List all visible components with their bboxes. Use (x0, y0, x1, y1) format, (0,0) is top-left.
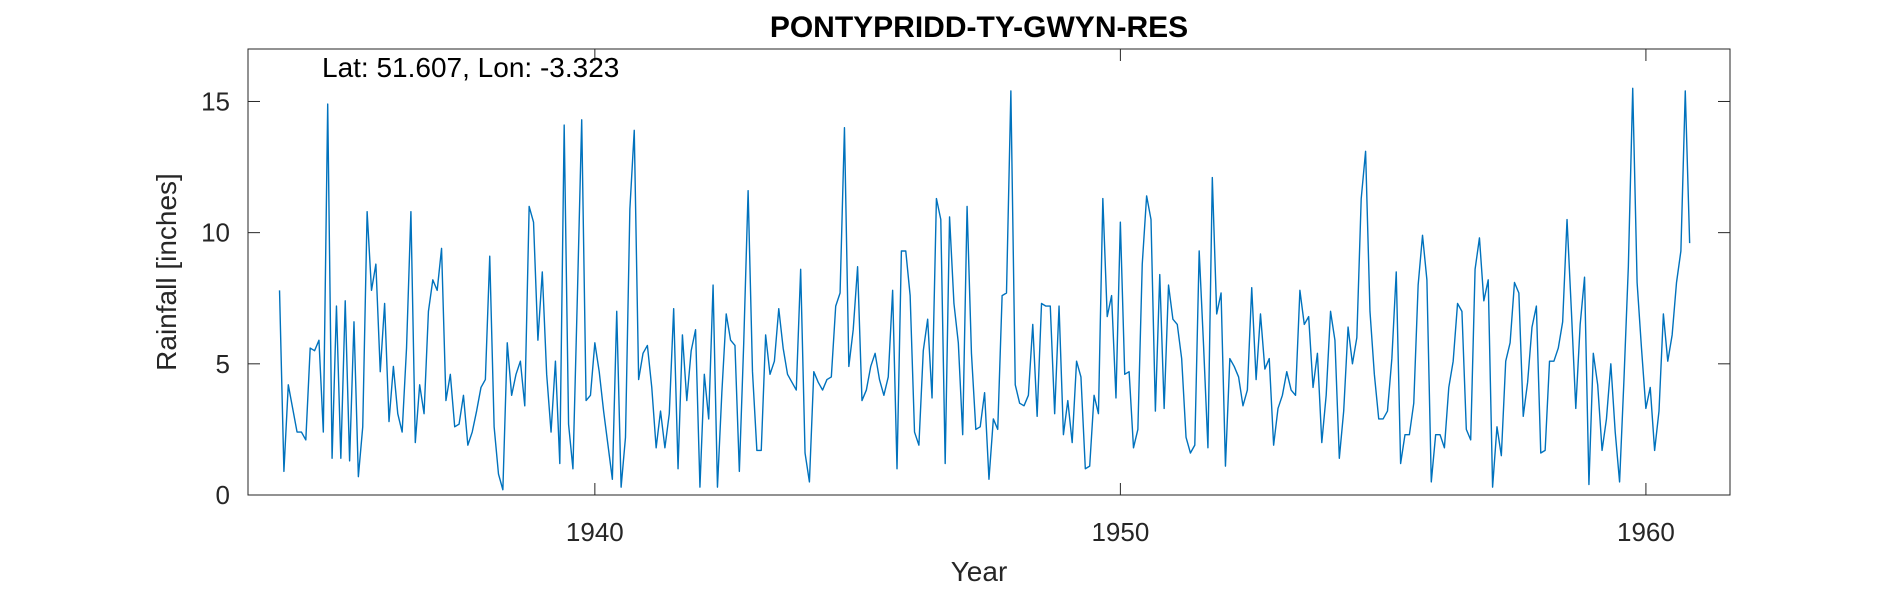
x-tick-label: 1940 (566, 517, 624, 547)
axis-ticks (248, 49, 1730, 496)
x-tick-label: 1960 (1617, 517, 1675, 547)
rainfall-series-line (278, 87, 1691, 491)
plot-area (247, 48, 1731, 496)
x-axis-label: Year (951, 556, 1008, 587)
y-tick-label: 15 (201, 86, 230, 116)
y-axis-label: Rainfall [inches] (151, 173, 182, 371)
chart-title: PONTYPRIDD-TY-GWYN-RES (770, 11, 1188, 44)
location-annotation: Lat: 51.607, Lon: -3.323 (322, 52, 619, 83)
y-tick-label: 10 (201, 218, 230, 248)
y-tick-label: 0 (216, 480, 230, 510)
axis-tick-labels: 1940 1950 1960 0 5 10 15 (201, 86, 1675, 547)
x-tick-label: 1950 (1091, 517, 1149, 547)
y-tick-label: 5 (216, 349, 230, 379)
